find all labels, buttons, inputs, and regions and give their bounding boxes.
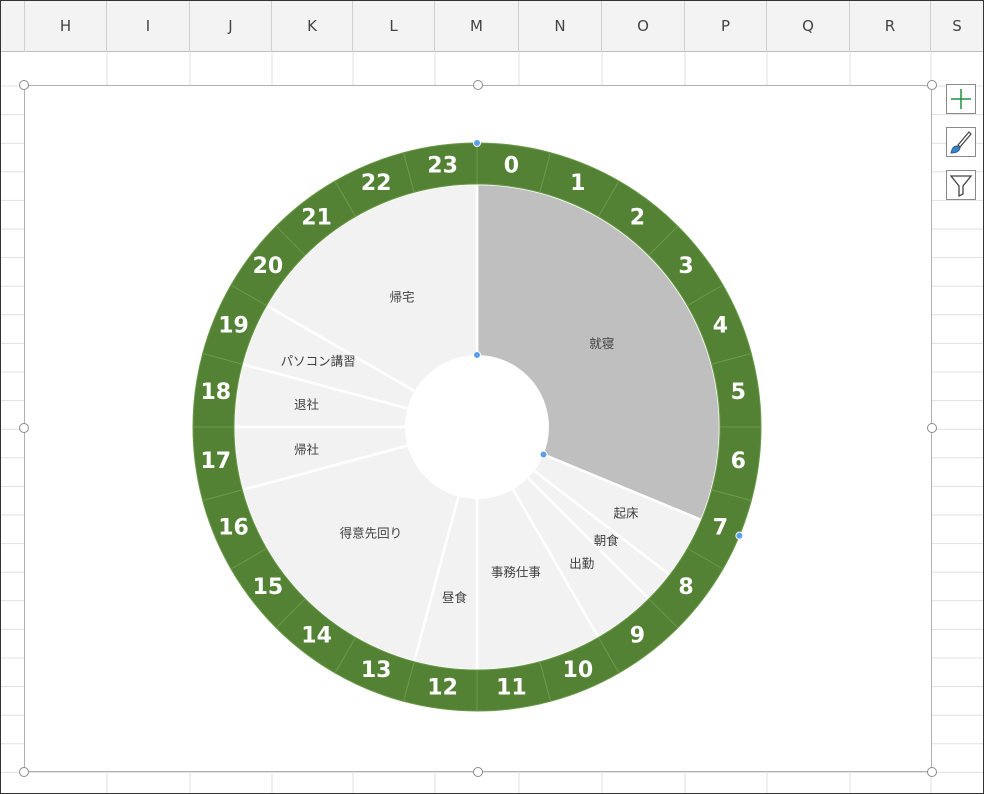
data-point-handle[interactable]	[473, 351, 481, 359]
column-header-M[interactable]: M	[435, 0, 519, 52]
column-header-N[interactable]: N	[519, 0, 602, 52]
hour-label-1: 1	[570, 171, 585, 196]
hour-label-6: 6	[731, 449, 746, 474]
column-header-O[interactable]: O	[602, 0, 685, 52]
hour-label-23: 23	[427, 153, 458, 178]
chart-filters-icon	[949, 175, 973, 198]
schedule-label-2: 朝食	[594, 533, 620, 548]
schedule-label-4: 事務仕事	[491, 564, 541, 579]
hour-label-9: 9	[630, 624, 645, 649]
hour-label-14: 14	[301, 624, 332, 649]
hour-segment-23[interactable]	[402, 142, 478, 193]
hour-label-10: 10	[563, 658, 594, 683]
resize-handle-right[interactable]	[927, 423, 937, 433]
column-header-Q[interactable]: Q	[767, 0, 850, 52]
column-header-H[interactable]: H	[25, 0, 107, 52]
chart-filters-button[interactable]	[946, 170, 976, 200]
hour-label-19: 19	[218, 314, 249, 339]
column-header-L[interactable]: L	[353, 0, 435, 52]
resize-handle-top-left[interactable]	[19, 80, 29, 90]
column-header-K[interactable]: K	[272, 0, 353, 52]
resize-handle-left[interactable]	[19, 423, 29, 433]
chart-styles-icon	[950, 131, 972, 154]
selection-points	[473, 139, 744, 540]
hour-label-2: 2	[630, 205, 645, 230]
resize-handle-bottom[interactable]	[473, 767, 483, 777]
chart-labels: 01234567891011121314151617181920212223就寝…	[200, 153, 745, 700]
schedule-label-1: 起床	[613, 506, 639, 521]
schedule-label-3: 出勤	[569, 556, 594, 571]
corner-cell[interactable]	[0, 0, 25, 52]
hour-label-12: 12	[427, 676, 458, 701]
hour-label-11: 11	[496, 676, 527, 701]
schedule-label-10: 帰宅	[389, 290, 414, 305]
hour-label-18: 18	[200, 380, 231, 405]
hour-label-16: 16	[218, 515, 249, 540]
hour-label-7: 7	[713, 515, 728, 540]
hour-label-20: 20	[253, 254, 284, 279]
chart-elements-icon	[951, 89, 971, 109]
data-point-handle[interactable]	[473, 139, 481, 147]
hour-label-8: 8	[678, 575, 693, 600]
schedule-label-9: パソコン講習	[281, 354, 356, 369]
resize-handle-bottom-right[interactable]	[927, 767, 937, 777]
schedule-label-6: 得意先回り	[340, 526, 403, 541]
column-header-P[interactable]: P	[685, 0, 767, 52]
hour-label-4: 4	[713, 314, 728, 339]
schedule-label-5: 昼食	[442, 590, 468, 605]
data-point-handle[interactable]	[539, 450, 548, 459]
column-header-R[interactable]: R	[850, 0, 931, 52]
resize-handle-top-right[interactable]	[927, 80, 937, 90]
chart-elements-button[interactable]	[946, 84, 976, 114]
hour-label-3: 3	[678, 254, 693, 279]
schedule-label-0: 就寝	[589, 336, 614, 351]
hour-label-17: 17	[200, 449, 231, 474]
hour-label-0: 0	[504, 153, 519, 178]
hour-ring	[192, 142, 762, 712]
hour-label-15: 15	[253, 575, 284, 600]
schedule-label-7: 帰社	[294, 442, 319, 457]
data-point-handle[interactable]	[735, 531, 744, 540]
schedule-label-8: 退社	[294, 397, 319, 412]
column-header-I[interactable]: I	[107, 0, 190, 52]
hour-label-22: 22	[361, 171, 392, 196]
resize-handle-bottom-left[interactable]	[19, 767, 29, 777]
column-header-J[interactable]: J	[190, 0, 272, 52]
chart-styles-button[interactable]	[946, 127, 976, 157]
hour-label-21: 21	[301, 205, 332, 230]
doughnut-hole	[405, 355, 549, 499]
hour-label-13: 13	[361, 658, 392, 683]
resize-handle-top[interactable]	[473, 80, 483, 90]
hour-label-5: 5	[731, 380, 746, 405]
